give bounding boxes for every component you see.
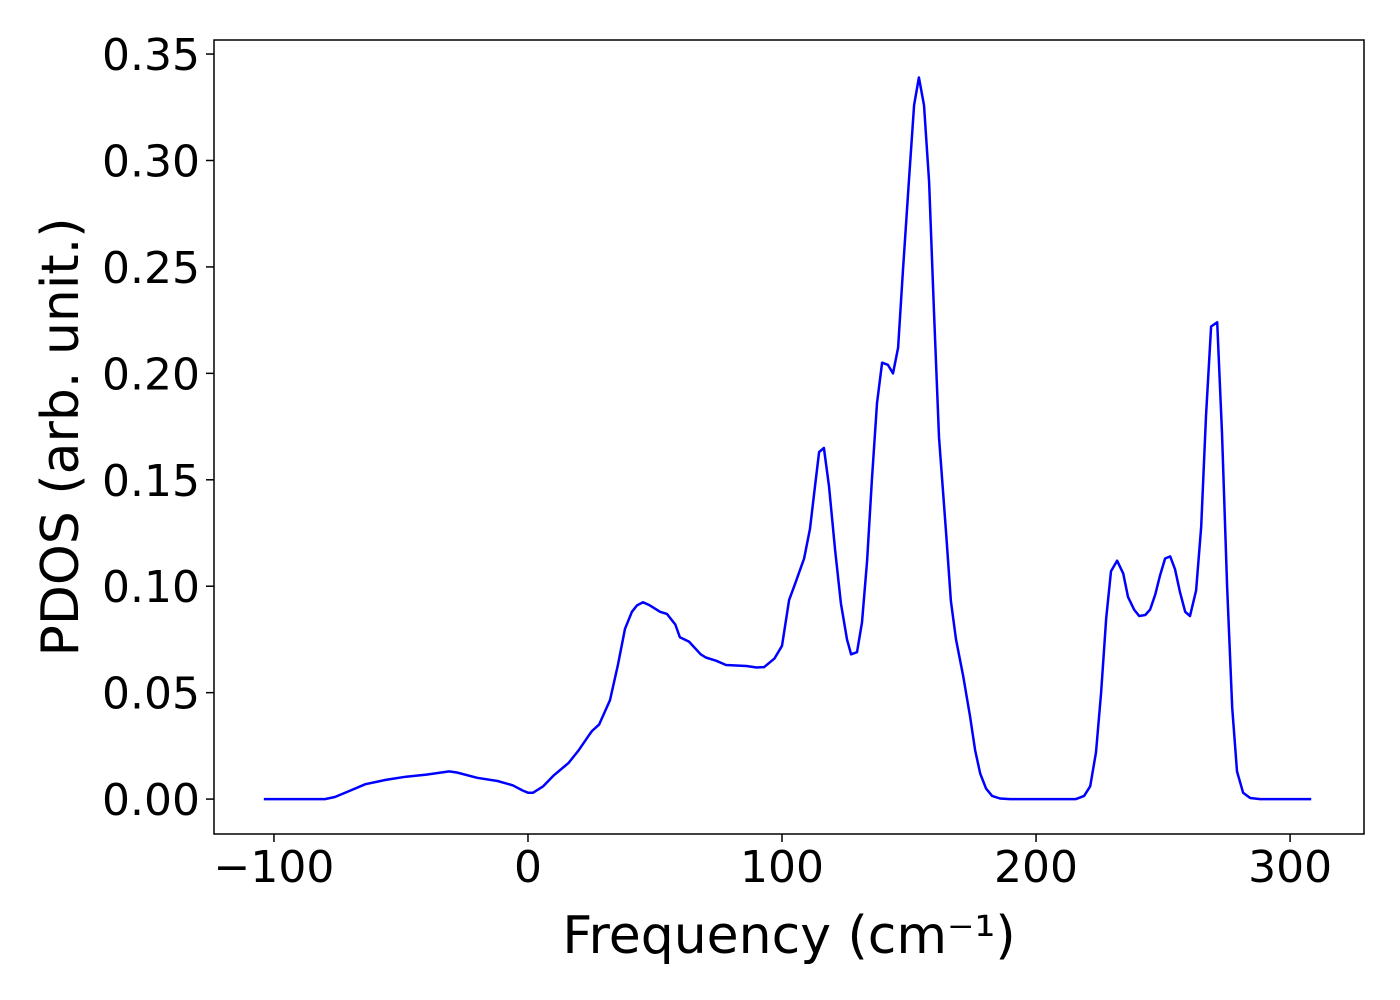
x-tick-label: 300 <box>1248 842 1332 893</box>
y-tick-label: 0.10 <box>102 562 200 613</box>
x-tick-label: 200 <box>994 842 1078 893</box>
x-tick-label: 100 <box>740 842 824 893</box>
y-tick-label: 0.15 <box>102 456 200 507</box>
y-axis-label: PDOS (arb. unit.) <box>31 217 91 656</box>
y-tick-label: 0.35 <box>102 30 200 81</box>
x-tick-label: 0 <box>514 842 542 893</box>
plot-frame <box>213 39 1365 835</box>
data-line <box>263 76 1312 801</box>
y-tick-label: 0.00 <box>102 775 200 826</box>
y-tick-label: 0.05 <box>102 669 200 720</box>
y-tick-label: 0.30 <box>102 136 200 187</box>
x-axis-label: Frequency (cm⁻¹) <box>562 906 1015 966</box>
x-tick-label: −100 <box>214 842 335 893</box>
y-tick-label: 0.20 <box>102 349 200 400</box>
y-tick-label: 0.25 <box>102 243 200 294</box>
